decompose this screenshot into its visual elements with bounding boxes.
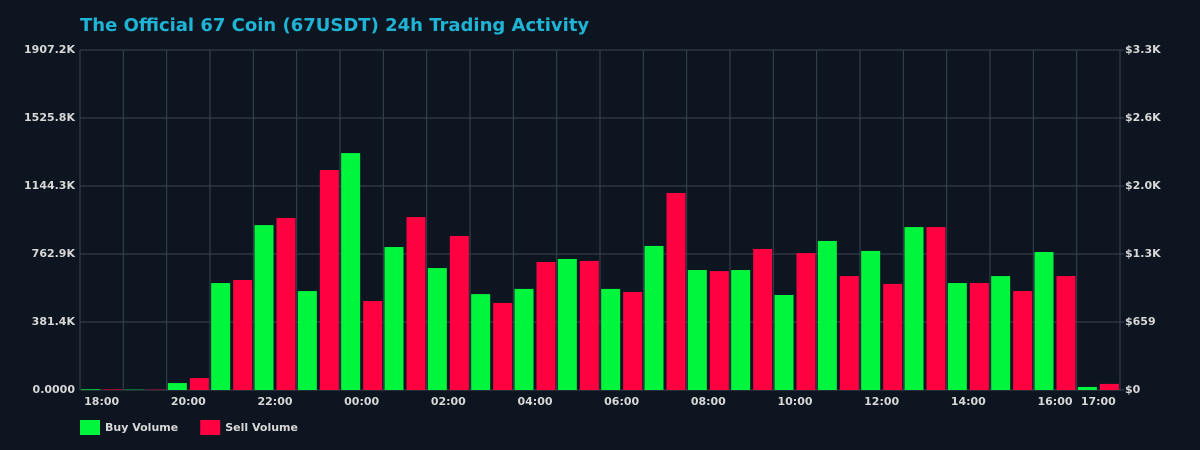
legend-swatch [200, 420, 221, 435]
bar [167, 383, 187, 390]
x-tick-label: 17:00 [1081, 395, 1116, 408]
bar [991, 276, 1011, 390]
y-tick-label: 762.9K [32, 247, 76, 260]
bar [709, 271, 729, 390]
y2-tick-label: $0 [1125, 383, 1141, 396]
bar [276, 217, 296, 390]
x-tick-label: 08:00 [691, 395, 726, 408]
bar [947, 283, 967, 390]
bar [471, 294, 491, 390]
bar [211, 283, 231, 390]
legend-label: Sell Volume [225, 421, 298, 434]
x-tick-label: 22:00 [257, 395, 292, 408]
y2-tick-label: $2.6K [1125, 111, 1161, 124]
x-tick-label: 20:00 [171, 395, 206, 408]
y-tick-label: 0.0000 [33, 383, 76, 396]
y2-tick-label: $1.3K [1125, 247, 1161, 260]
y2-tick-label: $3.3K [1125, 43, 1161, 56]
x-tick-label: 06:00 [604, 395, 639, 408]
bar [103, 389, 123, 390]
x-tick-label: 18:00 [84, 395, 119, 408]
bar [427, 268, 447, 390]
bar [1056, 276, 1076, 390]
y-tick-label: 1144.3K [24, 179, 75, 192]
bar [449, 235, 469, 390]
bar [687, 270, 707, 390]
bar [384, 247, 404, 390]
bar [557, 258, 577, 390]
bar [297, 291, 317, 390]
y2-tick-label: $659 [1125, 315, 1156, 328]
bar [81, 389, 101, 390]
x-tick-label: 04:00 [517, 395, 552, 408]
bar [1077, 386, 1097, 390]
bar [926, 227, 946, 390]
bar [189, 378, 209, 390]
bar [233, 280, 253, 390]
x-tick-label: 02:00 [431, 395, 466, 408]
bar [1013, 291, 1033, 390]
y-tick-label: 381.4K [32, 315, 76, 328]
x-tick-label: 12:00 [864, 395, 899, 408]
bar [341, 153, 361, 390]
bar [493, 303, 513, 390]
x-tick-label: 16:00 [1037, 395, 1072, 408]
bar [579, 260, 599, 390]
y-tick-label: 1907.2K [24, 43, 75, 56]
bar [883, 283, 903, 390]
bar [406, 217, 426, 390]
bar [536, 262, 556, 390]
bar [601, 288, 621, 390]
bar [1034, 252, 1054, 390]
bar [753, 248, 773, 390]
bar [861, 250, 881, 390]
x-tick-label: 14:00 [951, 395, 986, 408]
y2-tick-label: $2.0K [1125, 179, 1161, 192]
bar [839, 276, 859, 390]
legend-swatch [80, 420, 100, 435]
bar [363, 301, 383, 390]
bar [774, 294, 794, 390]
bar [254, 225, 274, 390]
bar [796, 253, 816, 390]
bar [666, 193, 686, 390]
bar [969, 283, 989, 390]
x-tick-label: 00:00 [344, 395, 379, 408]
y-tick-label: 1525.8K [24, 111, 75, 124]
bar [904, 227, 924, 390]
bar [731, 270, 751, 390]
bar [817, 240, 837, 390]
bar [623, 291, 643, 390]
legend-label: Buy Volume [105, 421, 178, 434]
bar [514, 288, 534, 390]
bar [644, 245, 664, 390]
chart-title: The Official 67 Coin (67USDT) 24h Tradin… [80, 15, 589, 36]
x-tick-label: 10:00 [777, 395, 812, 408]
bar [1099, 383, 1119, 390]
bar [319, 170, 339, 390]
